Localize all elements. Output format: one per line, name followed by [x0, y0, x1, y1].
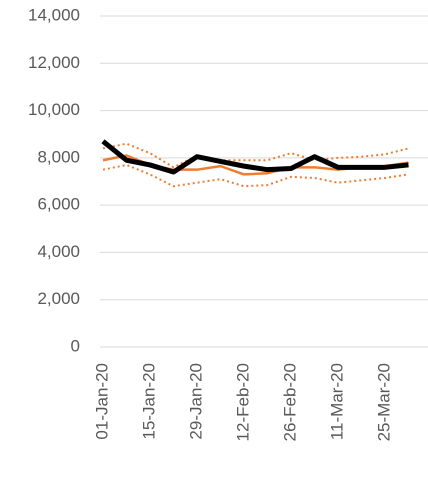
x-tick-label: 11-Mar-20: [327, 363, 346, 440]
x-tick-label: 29-Jan-20: [186, 363, 205, 440]
x-tick-label: 01-Jan-20: [92, 363, 111, 440]
series-line: [101, 139, 409, 175]
x-tick-label: 26-Feb-20: [280, 363, 299, 441]
x-tick-label: 12-Feb-20: [233, 363, 252, 441]
y-tick-label: 14,000: [28, 5, 80, 24]
x-tick-label: 25-Mar-20: [374, 363, 393, 441]
y-tick-label: 2,000: [37, 289, 80, 308]
series-line: [102, 142, 409, 169]
y-tick-label: 0: [71, 336, 80, 355]
y-tick-label: 10,000: [28, 100, 80, 119]
y-tick-label: 4,000: [37, 242, 80, 261]
x-tick-label: 15-Jan-20: [139, 363, 158, 440]
y-tick-label: 8,000: [37, 147, 80, 166]
y-tick-label: 12,000: [28, 53, 80, 72]
y-tick-label: 6,000: [37, 195, 80, 214]
